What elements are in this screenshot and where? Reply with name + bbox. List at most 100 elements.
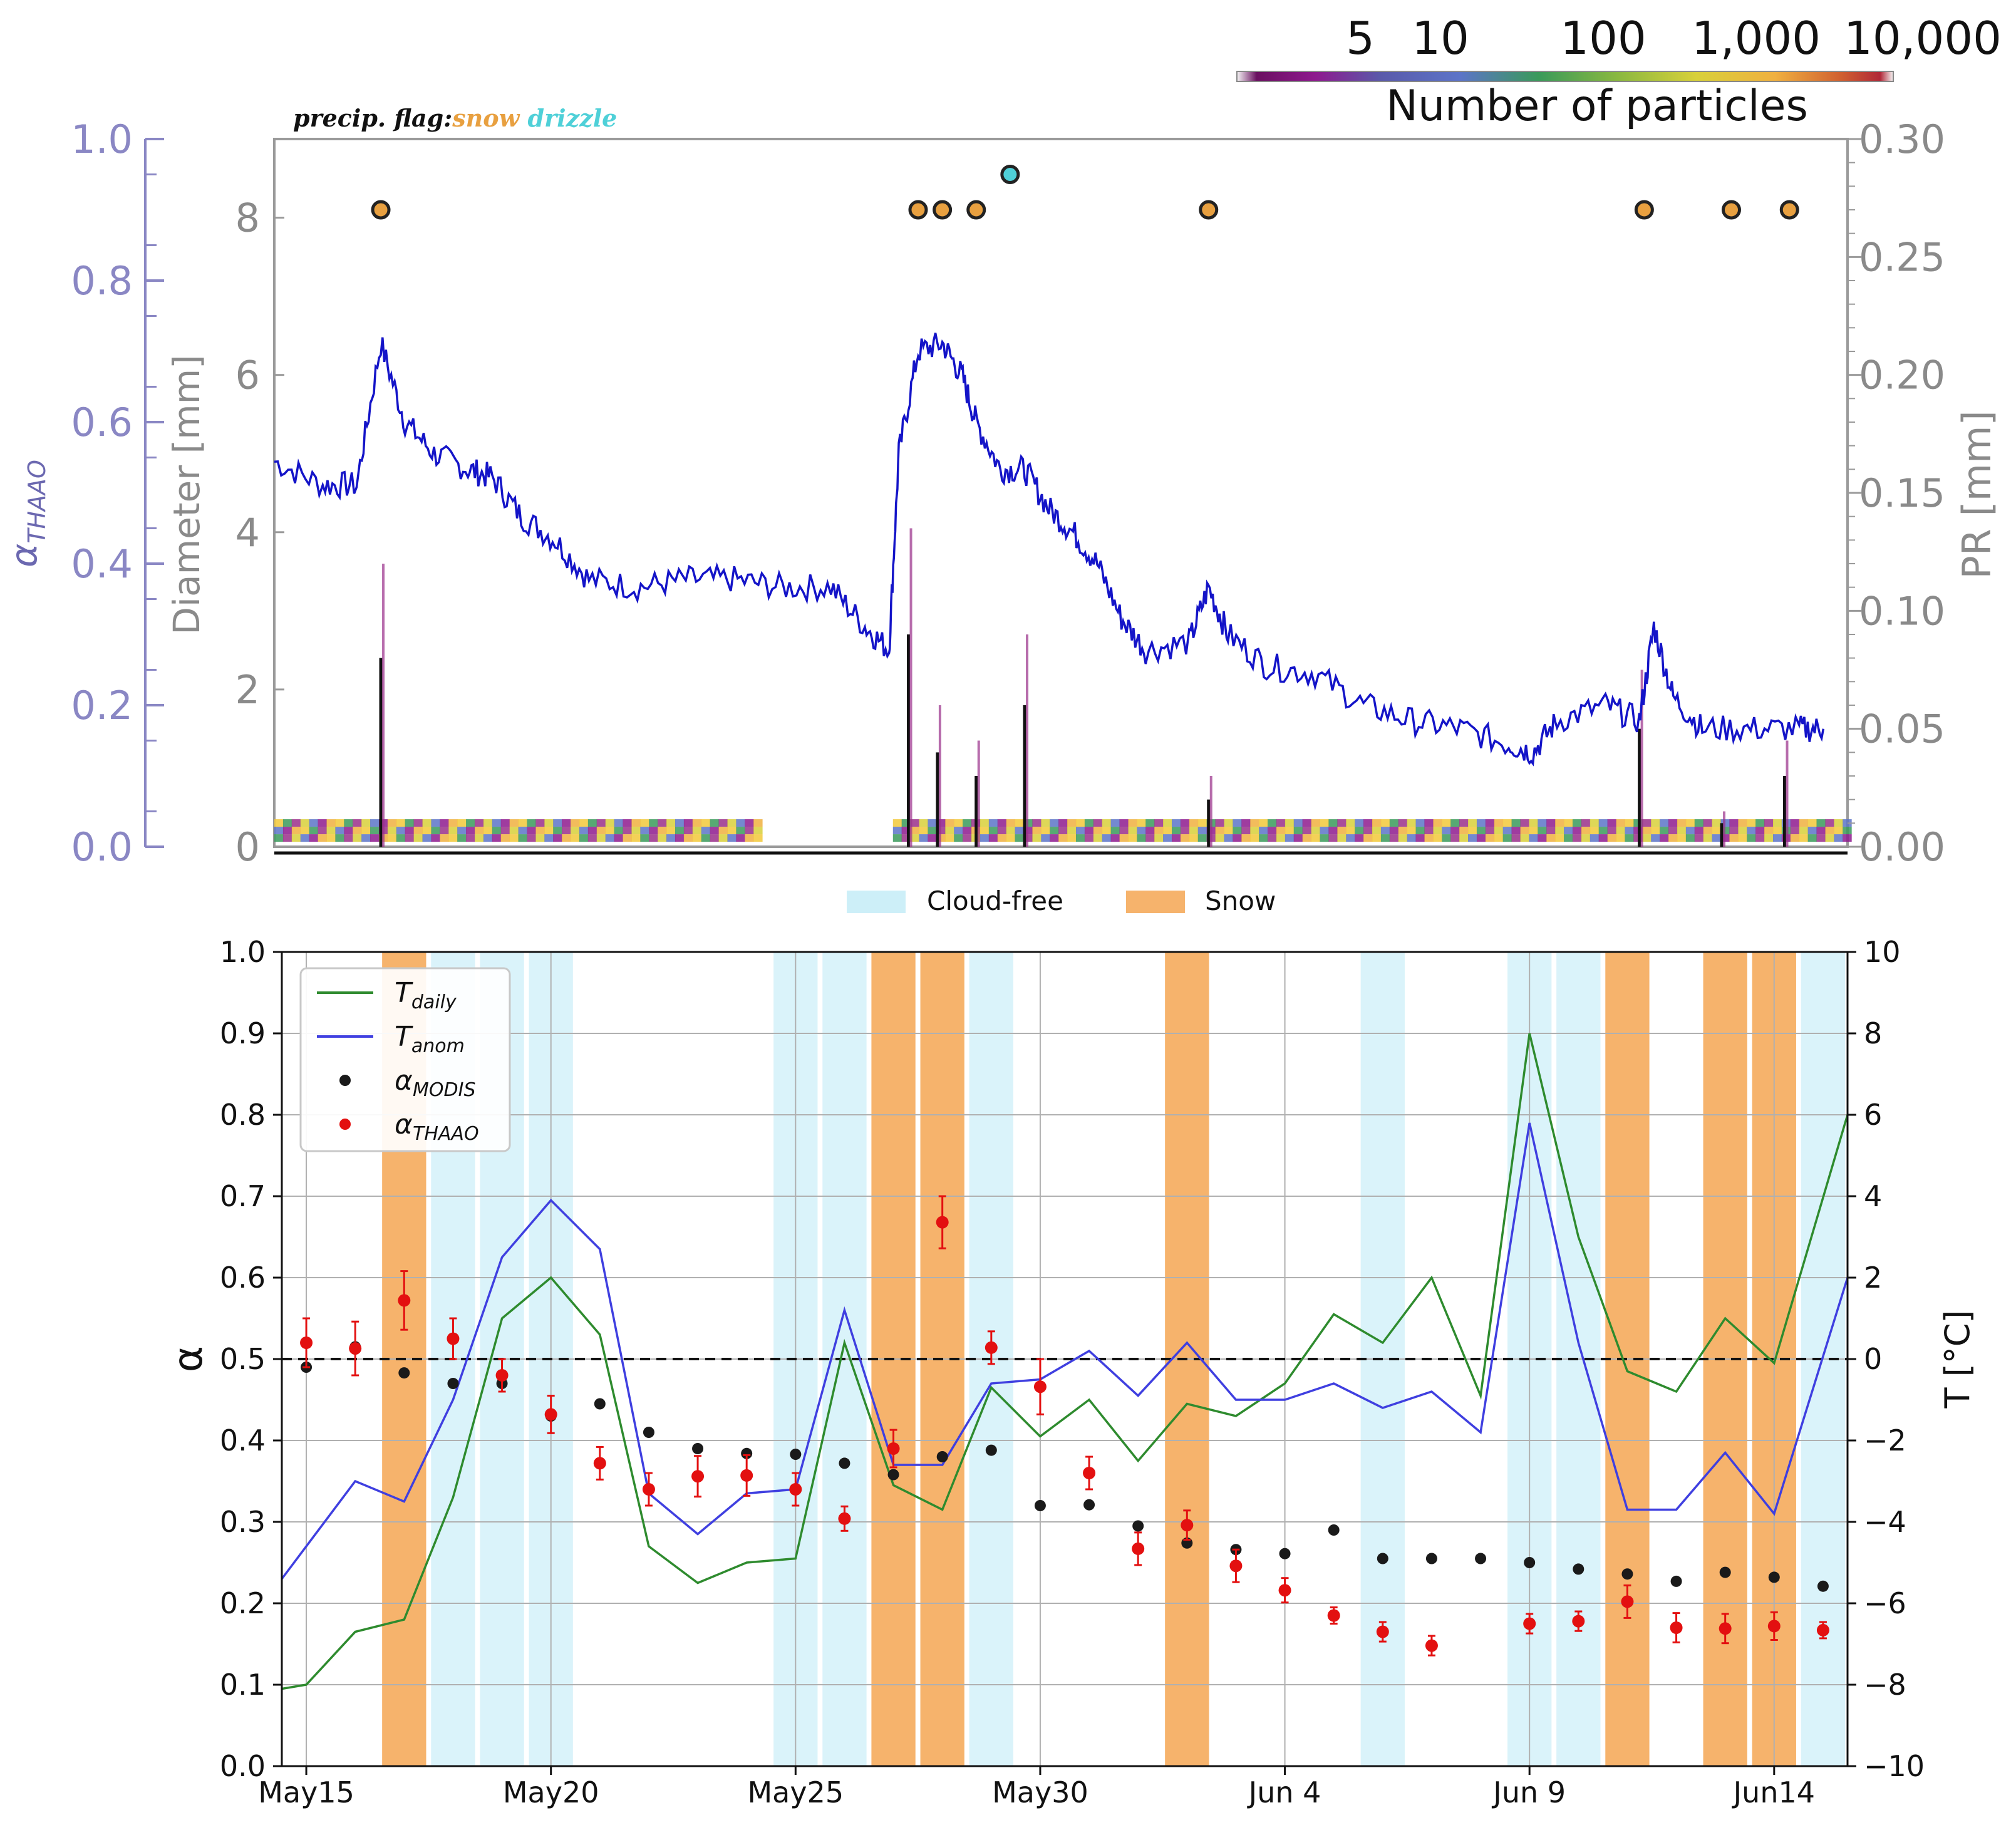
particle-count-cell: [361, 834, 371, 842]
particle-count-cell: [1590, 819, 1600, 827]
particle-count-cell: [919, 819, 928, 827]
particle-count-cell: [1084, 834, 1094, 842]
alpha-thaao-point: [642, 1483, 655, 1496]
particle-count-cell: [640, 834, 649, 842]
particle-count-cell: [1171, 819, 1181, 827]
particle-count-cell: [1372, 819, 1382, 827]
particle-count-cell: [1442, 834, 1451, 842]
particle-count-cell: [1703, 827, 1713, 835]
particle-count-cell: [1703, 834, 1713, 842]
particle-count-cell: [1163, 834, 1172, 842]
particle-count-cell: [1485, 819, 1495, 827]
particle-count-cell: [1058, 827, 1068, 835]
particle-count-cell: [282, 827, 292, 835]
particle-count-cell: [1598, 827, 1608, 835]
particle-count-cell: [1110, 819, 1120, 827]
alpha-modis-point: [1328, 1524, 1340, 1536]
particle-count-cell: [1502, 819, 1512, 827]
particle-count-cell: [666, 827, 676, 835]
particle-count-cell: [282, 834, 292, 842]
alpha-modis-point: [839, 1457, 850, 1469]
particle-count-cell: [1590, 827, 1600, 835]
colorbar: 5 10 100 1,000 10,000 Number of particle…: [1236, 12, 2002, 131]
particle-count-cell: [614, 819, 624, 827]
particle-count-cell: [1712, 834, 1721, 842]
particle-count-cell: [1651, 819, 1660, 827]
particle-count-cell: [571, 834, 580, 842]
particle-count-cell: [344, 834, 353, 842]
particle-count-cell: [535, 819, 545, 827]
particle-count-cell: [1285, 819, 1295, 827]
temperature-tick-label: −4: [1864, 1505, 1906, 1539]
particle-count-cell: [1250, 819, 1259, 827]
particle-count-cell: [1058, 819, 1068, 827]
pr-tick-label: 0.00: [1859, 824, 1945, 870]
particle-count-cell: [658, 834, 667, 842]
particle-count-cell: [1041, 834, 1050, 842]
particle-count-cell: [1215, 827, 1224, 835]
particle-count-cell: [1755, 834, 1765, 842]
particle-count-cell: [1093, 834, 1103, 842]
particle-count-cell: [1755, 827, 1765, 835]
particle-count-cell: [736, 819, 745, 827]
particle-count-cell: [309, 834, 319, 842]
particle-count-cell: [649, 834, 658, 842]
particle-count-cell: [753, 819, 763, 827]
particle-count-cell: [1380, 834, 1390, 842]
particle-count-cell: [1834, 819, 1843, 827]
particle-count-cell: [1843, 819, 1852, 827]
particle-count-cell: [318, 827, 327, 835]
particle-count-cell: [1816, 834, 1826, 842]
particle-count-cell: [1119, 827, 1129, 835]
particle-count-cell: [675, 819, 685, 827]
particle-count-cell: [753, 827, 763, 835]
particle-count-cell: [1834, 834, 1843, 842]
particle-count-cell: [623, 819, 632, 827]
particle-count-cell: [300, 819, 310, 827]
particle-count-cell: [1807, 827, 1817, 835]
particle-count-cell: [1398, 834, 1408, 842]
particle-count-cell: [483, 827, 493, 835]
particle-count-cell: [1433, 819, 1442, 827]
particle-count-cell: [405, 819, 415, 827]
particle-count-cell: [1320, 819, 1329, 827]
particle-count-cell: [1555, 827, 1564, 835]
particle-count-cell: [1415, 827, 1425, 835]
particle-count-cell: [1843, 827, 1852, 835]
particle-count-cell: [919, 827, 928, 835]
alpha-tick-label: 0.0: [220, 1749, 266, 1783]
particle-count-cell: [1450, 827, 1460, 835]
particle-count-cell: [562, 819, 571, 827]
particle-count-cell: [1572, 827, 1582, 835]
particle-count-cell: [1598, 834, 1608, 842]
particle-count-cell: [353, 827, 362, 835]
particle-count-cell: [1538, 827, 1547, 835]
particle-count-cell: [1555, 834, 1564, 842]
temperature-tick-label: 2: [1864, 1261, 1882, 1295]
particle-count-cell: [553, 819, 562, 827]
particle-count-cell: [562, 834, 571, 842]
particle-count-cell: [1747, 819, 1756, 827]
particle-count-cell: [1772, 827, 1782, 835]
particle-count-cell: [544, 834, 554, 842]
particle-count-cell: [1834, 827, 1843, 835]
particle-count-cell: [1407, 834, 1417, 842]
particle-count-cell: [692, 834, 702, 842]
particle-count-cell: [1268, 827, 1277, 835]
outer-alpha-tick-label: 1.0: [71, 116, 133, 162]
particle-count-cell: [1799, 819, 1809, 827]
alpha-modis-point: [1524, 1557, 1536, 1568]
particle-count-cell: [1311, 819, 1321, 827]
particle-count-cell: [1738, 827, 1747, 835]
particle-count-cell: [1668, 819, 1678, 827]
particle-count-cell: [1171, 827, 1181, 835]
particle-count-cell: [1625, 834, 1634, 842]
particle-count-cell: [274, 834, 284, 842]
particle-count-cell: [1468, 834, 1477, 842]
particle-count-cell: [1485, 834, 1495, 842]
particle-count-cell: [431, 819, 440, 827]
particle-count-cell: [1015, 819, 1024, 827]
colorbar-tick-label: 1,000: [1692, 12, 1821, 65]
temperature-tick-label: 4: [1864, 1179, 1882, 1213]
particle-count-cell: [571, 827, 580, 835]
